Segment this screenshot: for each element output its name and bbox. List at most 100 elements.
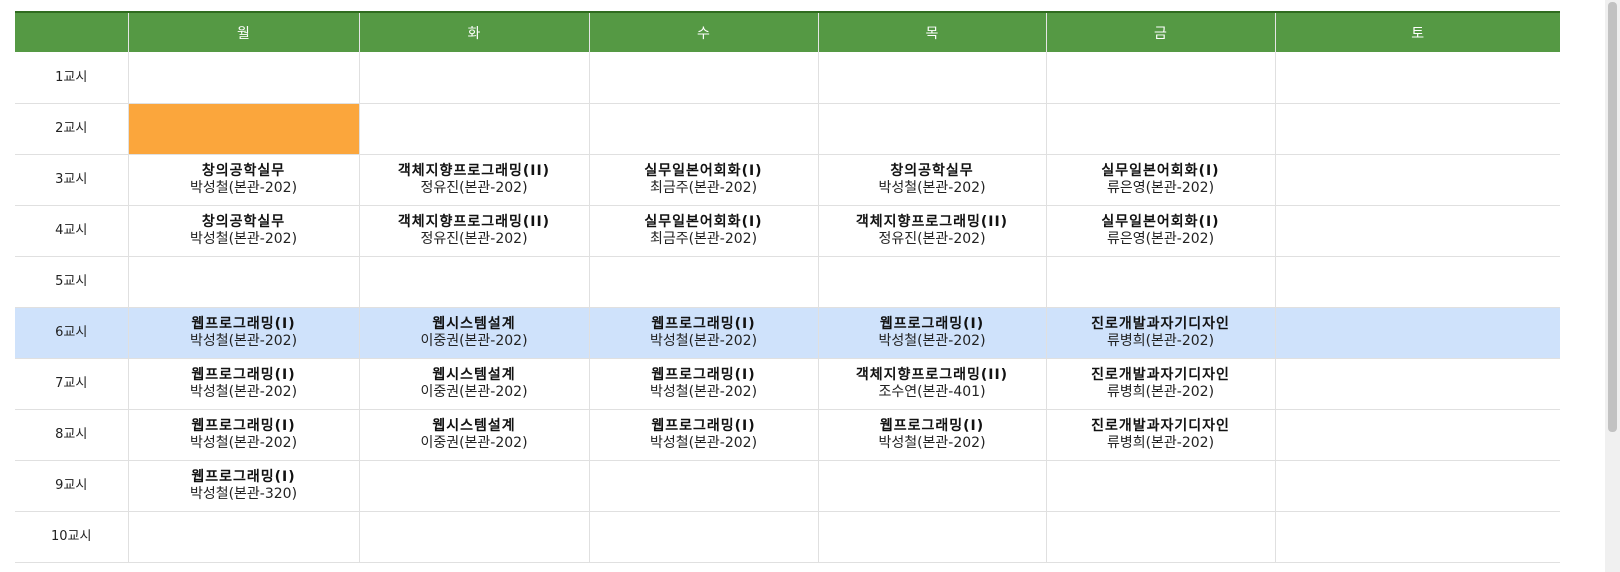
- teacher-room: 박성철(본관-202): [189, 434, 298, 451]
- timetable-cell[interactable]: [358, 511, 589, 563]
- timetable-cell[interactable]: 창의공학실무 박성철(본관-202): [127, 205, 359, 257]
- header-day-fri: 금: [1045, 11, 1275, 52]
- timetable-cell[interactable]: [127, 256, 359, 308]
- teacher-room: 박성철(본관-202): [878, 179, 986, 196]
- teacher-room: 박성철(본관-202): [878, 434, 986, 451]
- header-day-wed: 수: [588, 11, 818, 52]
- subject-name: 실무일본어회화(I): [644, 213, 763, 230]
- teacher-room: 박성철(본관-202): [189, 230, 298, 247]
- teacher-room: 류병희(본관-202): [1106, 332, 1215, 349]
- subject-name: 웹프로그래밍(I): [651, 315, 756, 332]
- timetable-cell[interactable]: 객체지향프로그래밍(II) 정유진(본관-202): [358, 154, 589, 206]
- timetable-cell[interactable]: 웹프로그래밍(I) 박성철(본관-202): [588, 307, 818, 359]
- timetable-cell[interactable]: 실무일본어회화(I) 최금주(본관-202): [588, 205, 818, 257]
- timetable-cell[interactable]: [1045, 103, 1275, 155]
- timetable-cell[interactable]: [127, 511, 359, 563]
- timetable-cell[interactable]: [1274, 205, 1560, 257]
- period-label: 7교시: [15, 358, 128, 410]
- timetable-cell[interactable]: [817, 460, 1046, 512]
- teacher-room: 최금주(본관-202): [649, 230, 758, 247]
- timetable-cell[interactable]: 웹시스템설계 이중권(본관-202): [358, 307, 589, 359]
- subject-name: 창의공학실무: [890, 162, 974, 179]
- timetable-cell[interactable]: [817, 511, 1046, 563]
- period-label: 8교시: [15, 409, 128, 461]
- table-row: 2교시: [15, 103, 1560, 155]
- timetable-cell[interactable]: [1274, 103, 1560, 155]
- timetable-cell[interactable]: 웹프로그래밍(I) 박성철(본관-320): [127, 460, 359, 512]
- timetable-cell[interactable]: 진로개발과자기디자인 류병희(본관-202): [1045, 358, 1275, 410]
- timetable-cell[interactable]: [358, 460, 589, 512]
- subject-name: 객체지향프로그래밍(II): [855, 366, 1009, 383]
- timetable-cell[interactable]: [1274, 307, 1560, 359]
- table-row: 10교시: [15, 511, 1560, 563]
- period-label: 6교시: [15, 307, 128, 359]
- timetable-cell[interactable]: [588, 103, 818, 155]
- timetable-cell[interactable]: 웹프로그래밍(I) 박성철(본관-202): [588, 409, 818, 461]
- period-label: 4교시: [15, 205, 128, 257]
- timetable-cell[interactable]: [1045, 511, 1275, 563]
- timetable-cell[interactable]: 실무일본어회화(I) 최금주(본관-202): [588, 154, 818, 206]
- timetable-cell[interactable]: [358, 103, 589, 155]
- subject-name: 객체지향프로그래밍(II): [397, 213, 551, 230]
- teacher-room: 박성철(본관-202): [649, 332, 758, 349]
- timetable-cell[interactable]: 웹시스템설계 이중권(본관-202): [358, 409, 589, 461]
- header-day-sat: 토: [1274, 11, 1560, 52]
- timetable-cell[interactable]: [1274, 154, 1560, 206]
- timetable-cell[interactable]: 웹시스템설계 이중권(본관-202): [358, 358, 589, 410]
- timetable-cell[interactable]: [1274, 460, 1560, 512]
- timetable-cell[interactable]: 웹프로그래밍(I) 박성철(본관-202): [127, 358, 359, 410]
- timetable-cell[interactable]: [588, 52, 818, 104]
- timetable-cell[interactable]: [817, 103, 1046, 155]
- subject-name: 실무일본어회화(I): [1101, 213, 1220, 230]
- timetable-cell[interactable]: [817, 256, 1046, 308]
- timetable-cell[interactable]: 웹프로그래밍(I) 박성철(본관-202): [588, 358, 818, 410]
- subject-name: 웹프로그래밍(I): [879, 315, 985, 332]
- timetable-cell[interactable]: [1045, 256, 1275, 308]
- timetable-cell[interactable]: 객체지향프로그래밍(II) 정유진(본관-202): [817, 205, 1046, 257]
- timetable-cell[interactable]: [1045, 460, 1275, 512]
- teacher-room: 정유진(본관-202): [420, 230, 528, 247]
- timetable-cell[interactable]: [588, 511, 818, 563]
- timetable-cell[interactable]: 진로개발과자기디자인 류병희(본관-202): [1045, 307, 1275, 359]
- timetable-cell[interactable]: [358, 52, 589, 104]
- timetable-cell[interactable]: 창의공학실무 박성철(본관-202): [127, 154, 359, 206]
- header-corner: [15, 11, 128, 52]
- period-label: 5교시: [15, 256, 128, 308]
- timetable-cell[interactable]: 웹프로그래밍(I) 박성철(본관-202): [127, 409, 359, 461]
- subject-name: 실무일본어회화(I): [1101, 162, 1220, 179]
- subject-name: 웹프로그래밍(I): [651, 417, 756, 434]
- timetable-cell[interactable]: 웹프로그래밍(I) 박성철(본관-202): [817, 409, 1046, 461]
- timetable-cell[interactable]: [1274, 358, 1560, 410]
- timetable-cell[interactable]: 실무일본어회화(I) 류은영(본관-202): [1045, 205, 1275, 257]
- timetable-cell[interactable]: [1274, 52, 1560, 104]
- timetable-cell[interactable]: [127, 52, 359, 104]
- timetable-cell[interactable]: 객체지향프로그래밍(II) 조수연(본관-401): [817, 358, 1046, 410]
- teacher-room: 정유진(본관-202): [420, 179, 528, 196]
- period-label: 9교시: [15, 460, 128, 512]
- timetable-cell[interactable]: [358, 256, 589, 308]
- timetable-cell[interactable]: 진로개발과자기디자인 류병희(본관-202): [1045, 409, 1275, 461]
- timetable-cell[interactable]: 창의공학실무 박성철(본관-202): [817, 154, 1046, 206]
- timetable-cell[interactable]: [588, 256, 818, 308]
- period-label: 3교시: [15, 154, 128, 206]
- subject-name: 객체지향프로그래밍(II): [397, 162, 551, 179]
- timetable-cell[interactable]: 웹프로그래밍(I) 박성철(본관-202): [127, 307, 359, 359]
- timetable-cell[interactable]: [1274, 256, 1560, 308]
- timetable-cell[interactable]: [817, 52, 1046, 104]
- timetable-cell-selected[interactable]: [127, 103, 359, 155]
- timetable-cell[interactable]: [1274, 409, 1560, 461]
- timetable-cell[interactable]: 웹프로그래밍(I) 박성철(본관-202): [817, 307, 1046, 359]
- teacher-room: 류은영(본관-202): [1106, 230, 1215, 247]
- timetable-cell[interactable]: [1274, 511, 1560, 563]
- subject-name: 객체지향프로그래밍(II): [855, 213, 1009, 230]
- timetable-cell[interactable]: 실무일본어회화(I) 류은영(본관-202): [1045, 154, 1275, 206]
- table-row: 5교시: [15, 256, 1560, 308]
- subject-name: 웹프로그래밍(I): [879, 417, 985, 434]
- subject-name: 웹프로그래밍(I): [191, 417, 296, 434]
- timetable-cell[interactable]: [588, 460, 818, 512]
- timetable-cell[interactable]: 객체지향프로그래밍(II) 정유진(본관-202): [358, 205, 589, 257]
- scrollbar-thumb[interactable]: [1608, 2, 1617, 432]
- subject-name: 창의공학실무: [201, 162, 286, 179]
- header-day-mon: 월: [127, 11, 359, 52]
- timetable-cell[interactable]: [1045, 52, 1275, 104]
